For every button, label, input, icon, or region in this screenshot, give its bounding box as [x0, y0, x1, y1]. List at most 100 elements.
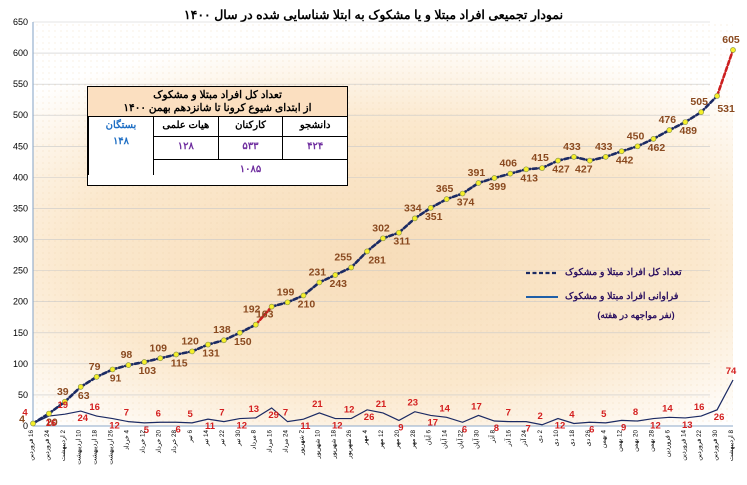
svg-text:199: 199: [277, 286, 295, 298]
svg-text:26: 26: [714, 412, 725, 423]
svg-text:13: 13: [682, 420, 693, 431]
svg-text:489: 489: [680, 125, 698, 137]
svg-text:550: 550: [13, 79, 28, 89]
svg-text:505: 505: [690, 96, 708, 108]
svg-text:406: 406: [500, 158, 518, 170]
svg-text:450: 450: [13, 141, 28, 151]
svg-text:30 تیر: 30 تیر: [235, 430, 242, 447]
svg-text:20 مهر: 20 مهر: [394, 430, 401, 450]
svg-text:2: 2: [537, 411, 542, 422]
svg-text:351: 351: [425, 211, 443, 223]
svg-text:120: 120: [181, 335, 199, 347]
svg-text:415: 415: [531, 152, 549, 164]
svg-text:600: 600: [13, 48, 28, 58]
svg-text:26 شهریور: 26 شهریور: [346, 430, 353, 460]
svg-text:24 آذر: 24 آذر: [520, 430, 528, 448]
svg-text:250: 250: [13, 266, 28, 276]
svg-text:109: 109: [150, 342, 168, 354]
svg-text:26: 26: [364, 412, 375, 423]
svg-text:13: 13: [248, 404, 259, 415]
svg-text:391: 391: [468, 167, 486, 179]
svg-text:18 اردیبهشت: 18 اردیبهشت: [92, 430, 99, 465]
svg-text:8 اردیبهشت: 8 اردیبهشت: [728, 430, 735, 462]
svg-text:150: 150: [13, 328, 28, 338]
svg-text:8 آذر: 8 آذر: [488, 430, 496, 444]
svg-text:2 اردیبهشت: 2 اردیبهشت: [60, 430, 67, 462]
svg-text:5: 5: [601, 409, 607, 420]
svg-text:28 خرداد: 28 خرداد: [171, 430, 178, 454]
svg-text:281: 281: [368, 254, 386, 266]
svg-text:150: 150: [234, 336, 252, 348]
svg-text:6 فروردین: 6 فروردین: [664, 430, 671, 458]
svg-text:18 دی: 18 دی: [569, 430, 576, 447]
svg-text:350: 350: [13, 203, 28, 213]
svg-text:12 مهر: 12 مهر: [378, 430, 385, 450]
svg-text:131: 131: [202, 348, 220, 360]
svg-text:413: 413: [520, 172, 538, 184]
svg-text:16 مرداد: 16 مرداد: [267, 430, 274, 453]
svg-text:311: 311: [393, 236, 410, 248]
svg-text:427: 427: [552, 164, 570, 176]
svg-text:63: 63: [78, 390, 90, 402]
svg-text:255: 255: [334, 252, 352, 264]
svg-text:399: 399: [489, 181, 507, 193]
svg-text:8 مرداد: 8 مرداد: [251, 430, 258, 450]
svg-text:16 آذر: 16 آذر: [504, 430, 512, 448]
svg-text:22 تیر: 22 تیر: [219, 430, 226, 447]
svg-text:8: 8: [633, 407, 638, 418]
svg-text:19: 19: [58, 400, 69, 411]
svg-text:22 آبان: 22 آبان: [457, 430, 465, 449]
svg-text:450: 450: [627, 130, 645, 142]
svg-text:14: 14: [439, 403, 450, 414]
svg-text:50: 50: [18, 390, 28, 400]
svg-text:24 فروردین: 24 فروردین: [44, 430, 51, 461]
svg-text:531: 531: [717, 103, 735, 115]
svg-text:10 اردیبهشت: 10 اردیبهشت: [76, 430, 83, 465]
svg-text:14 تیر: 14 تیر: [203, 430, 210, 447]
svg-text:4 مهر: 4 مهر: [362, 430, 369, 447]
svg-text:10 شهریور: 10 شهریور: [314, 430, 321, 460]
svg-text:23: 23: [408, 398, 419, 409]
svg-text:476: 476: [659, 114, 677, 126]
svg-text:4: 4: [569, 410, 575, 421]
svg-text:30 فروردین: 30 فروردین: [712, 430, 719, 461]
svg-text:302: 302: [372, 222, 390, 234]
svg-text:500: 500: [13, 110, 28, 120]
svg-text:22 فروردین: 22 فروردین: [696, 430, 703, 461]
svg-text:365: 365: [436, 183, 454, 195]
svg-text:26 اردیبهشت: 26 اردیبهشت: [108, 430, 115, 465]
svg-text:12: 12: [555, 421, 566, 432]
svg-text:442: 442: [616, 154, 634, 166]
svg-text:16: 16: [694, 402, 705, 413]
svg-text:39: 39: [57, 386, 69, 398]
svg-text:12: 12: [109, 421, 120, 432]
svg-text:6: 6: [156, 408, 161, 419]
svg-text:16 فروردین: 16 فروردین: [28, 430, 35, 461]
svg-text:91: 91: [110, 372, 122, 384]
svg-text:12: 12: [650, 421, 661, 432]
svg-text:28 بهمن: 28 بهمن: [648, 430, 655, 452]
svg-text:210: 210: [298, 298, 316, 310]
svg-text:100: 100: [13, 359, 28, 369]
svg-text:21: 21: [376, 399, 387, 410]
svg-text:433: 433: [563, 141, 581, 153]
svg-text:243: 243: [330, 278, 348, 290]
svg-text:192: 192: [243, 304, 261, 316]
svg-text:7: 7: [219, 408, 224, 419]
svg-text:12: 12: [344, 405, 355, 416]
svg-text:400: 400: [13, 172, 28, 182]
svg-text:4: 4: [22, 408, 28, 419]
svg-text:12: 12: [237, 421, 248, 432]
svg-text:650: 650: [13, 17, 28, 27]
svg-text:30 آبان: 30 آبان: [472, 430, 480, 449]
svg-text:103: 103: [139, 365, 157, 377]
svg-text:300: 300: [13, 235, 28, 245]
svg-text:29: 29: [268, 410, 279, 421]
svg-text:6 آبان: 6 آبان: [425, 430, 433, 446]
svg-text:17: 17: [427, 417, 438, 428]
svg-text:26 دی: 26 دی: [585, 430, 592, 447]
svg-text:4 خرداد: 4 خرداد: [123, 430, 130, 450]
svg-text:334: 334: [404, 202, 422, 214]
svg-text:20 بهمن: 20 بهمن: [633, 430, 640, 452]
svg-text:2 شهریور: 2 شهریور: [298, 430, 305, 456]
